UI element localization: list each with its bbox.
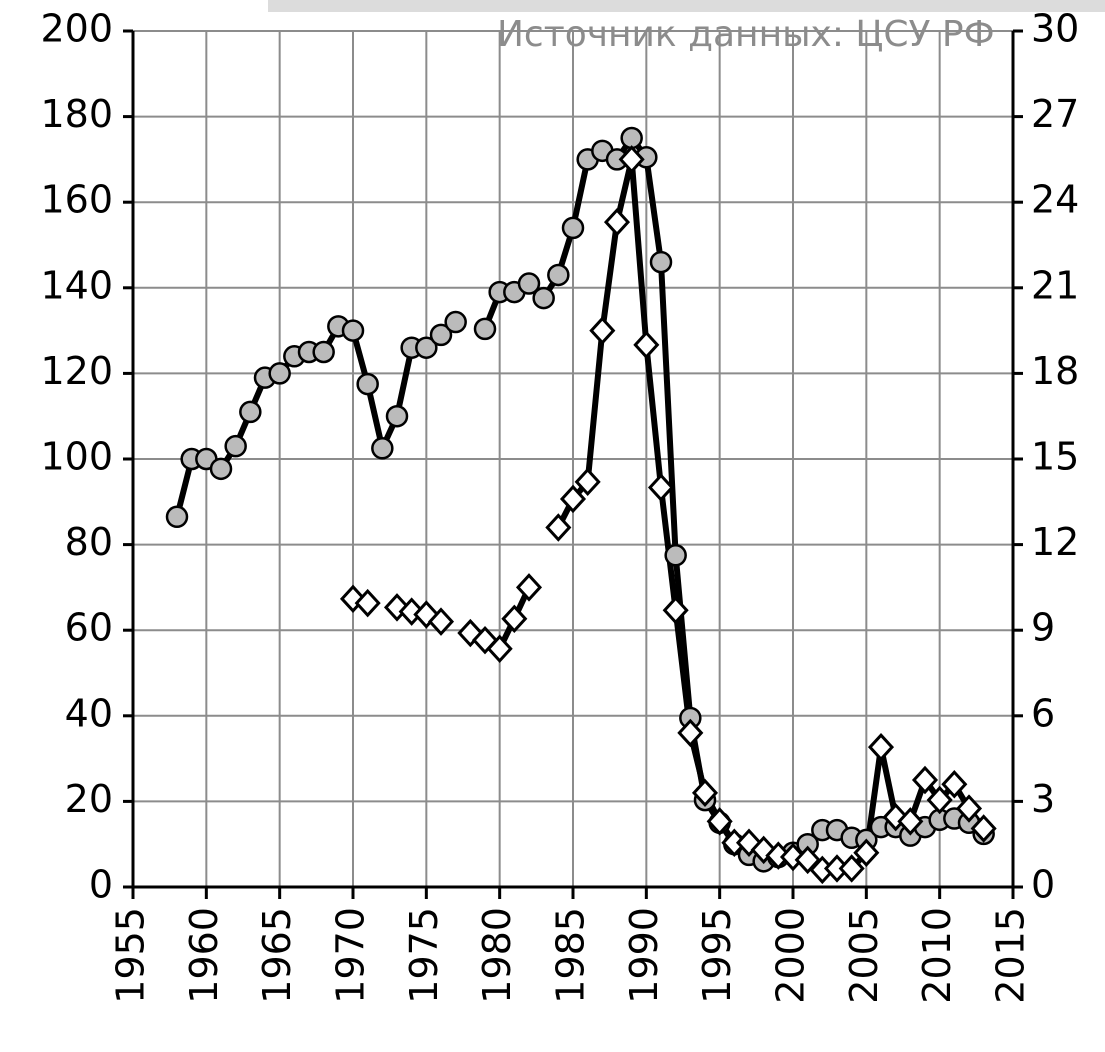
point [603, 207, 631, 237]
point [224, 434, 247, 458]
point [647, 473, 675, 502]
x-tick-label: 1970 [329, 907, 373, 1004]
y2-tick-label: 24 [1031, 178, 1079, 222]
y-tick-label: 160 [40, 178, 113, 222]
point [970, 814, 997, 843]
point [545, 513, 572, 542]
y-tick-label: 40 [65, 691, 113, 735]
x-tick-label: 1975 [402, 907, 446, 1004]
x-tick-label: 2015 [989, 907, 1033, 1004]
point [618, 145, 645, 174]
x-tick-label: 1985 [549, 907, 593, 1004]
point [911, 765, 939, 795]
point [515, 573, 543, 602]
point [867, 732, 895, 762]
y2-tick-label: 3 [1031, 777, 1055, 821]
point [574, 467, 601, 497]
point [794, 845, 821, 875]
point [662, 596, 689, 625]
point [561, 216, 585, 240]
point [955, 794, 983, 823]
point [239, 400, 262, 424]
y2-tick-label: 0 [1031, 863, 1055, 907]
point [706, 807, 733, 836]
point [633, 330, 660, 360]
point [385, 404, 409, 428]
y-tick-label: 120 [40, 349, 113, 393]
x-tick-label: 1965 [255, 907, 299, 1004]
point [501, 604, 528, 634]
y2-tick-label: 18 [1031, 349, 1079, 393]
point [473, 317, 497, 341]
x-tick-label: 2005 [842, 907, 886, 1004]
y-tick-label: 140 [40, 263, 113, 307]
point [664, 544, 687, 567]
point [882, 802, 909, 832]
point [427, 607, 455, 636]
y2-tick-label: 27 [1031, 92, 1079, 136]
point [589, 316, 616, 345]
y2-tick-label: 21 [1031, 263, 1079, 307]
x-tick-label: 1990 [622, 907, 666, 1004]
point [517, 272, 541, 295]
x-tick-label: 1995 [695, 907, 739, 1004]
x-tick-label: 1960 [182, 907, 226, 1004]
point [750, 835, 777, 865]
point [371, 437, 394, 460]
point [941, 770, 968, 799]
y2-tick-label: 15 [1031, 435, 1079, 479]
point [649, 250, 673, 274]
point [471, 625, 499, 655]
y-tick-label: 0 [89, 863, 113, 907]
point [415, 336, 438, 359]
point [532, 286, 555, 310]
point [312, 340, 335, 364]
y-tick-label: 20 [65, 777, 113, 821]
y2-tick-label: 30 [1031, 7, 1079, 51]
y2-tick-label: 12 [1031, 520, 1079, 564]
y-tick-label: 100 [40, 435, 113, 479]
x-tick-label: 1955 [109, 907, 153, 1004]
point [268, 362, 291, 385]
point [926, 785, 953, 815]
y2-tick-label: 6 [1031, 691, 1055, 735]
point [356, 372, 379, 396]
x-tick-label: 2010 [915, 907, 959, 1004]
point [677, 718, 704, 748]
axes: 0204060801001201401601802000369121518212… [40, 7, 1079, 1004]
marks [165, 126, 997, 885]
point [620, 126, 643, 150]
point [559, 484, 587, 514]
x-tick-label: 2000 [769, 907, 813, 1004]
point [429, 323, 453, 347]
y-tick-label: 80 [65, 520, 113, 564]
point [444, 310, 467, 334]
point [398, 597, 425, 626]
y-tick-label: 60 [65, 606, 113, 650]
y-tick-label: 200 [40, 7, 113, 51]
x-tick-label: 1980 [475, 907, 519, 1004]
point [341, 319, 365, 342]
point [838, 854, 865, 883]
y-tick-label: 180 [40, 92, 113, 136]
banner [268, 0, 1105, 12]
point [209, 457, 233, 481]
point [486, 634, 513, 663]
point [897, 807, 924, 836]
point [853, 838, 880, 867]
point [165, 505, 189, 529]
point [691, 778, 719, 808]
y2-tick-label: 9 [1031, 606, 1055, 650]
point [547, 263, 570, 287]
point [354, 588, 381, 618]
annotation: Источник данных: ЦСУ РФ [497, 14, 995, 55]
